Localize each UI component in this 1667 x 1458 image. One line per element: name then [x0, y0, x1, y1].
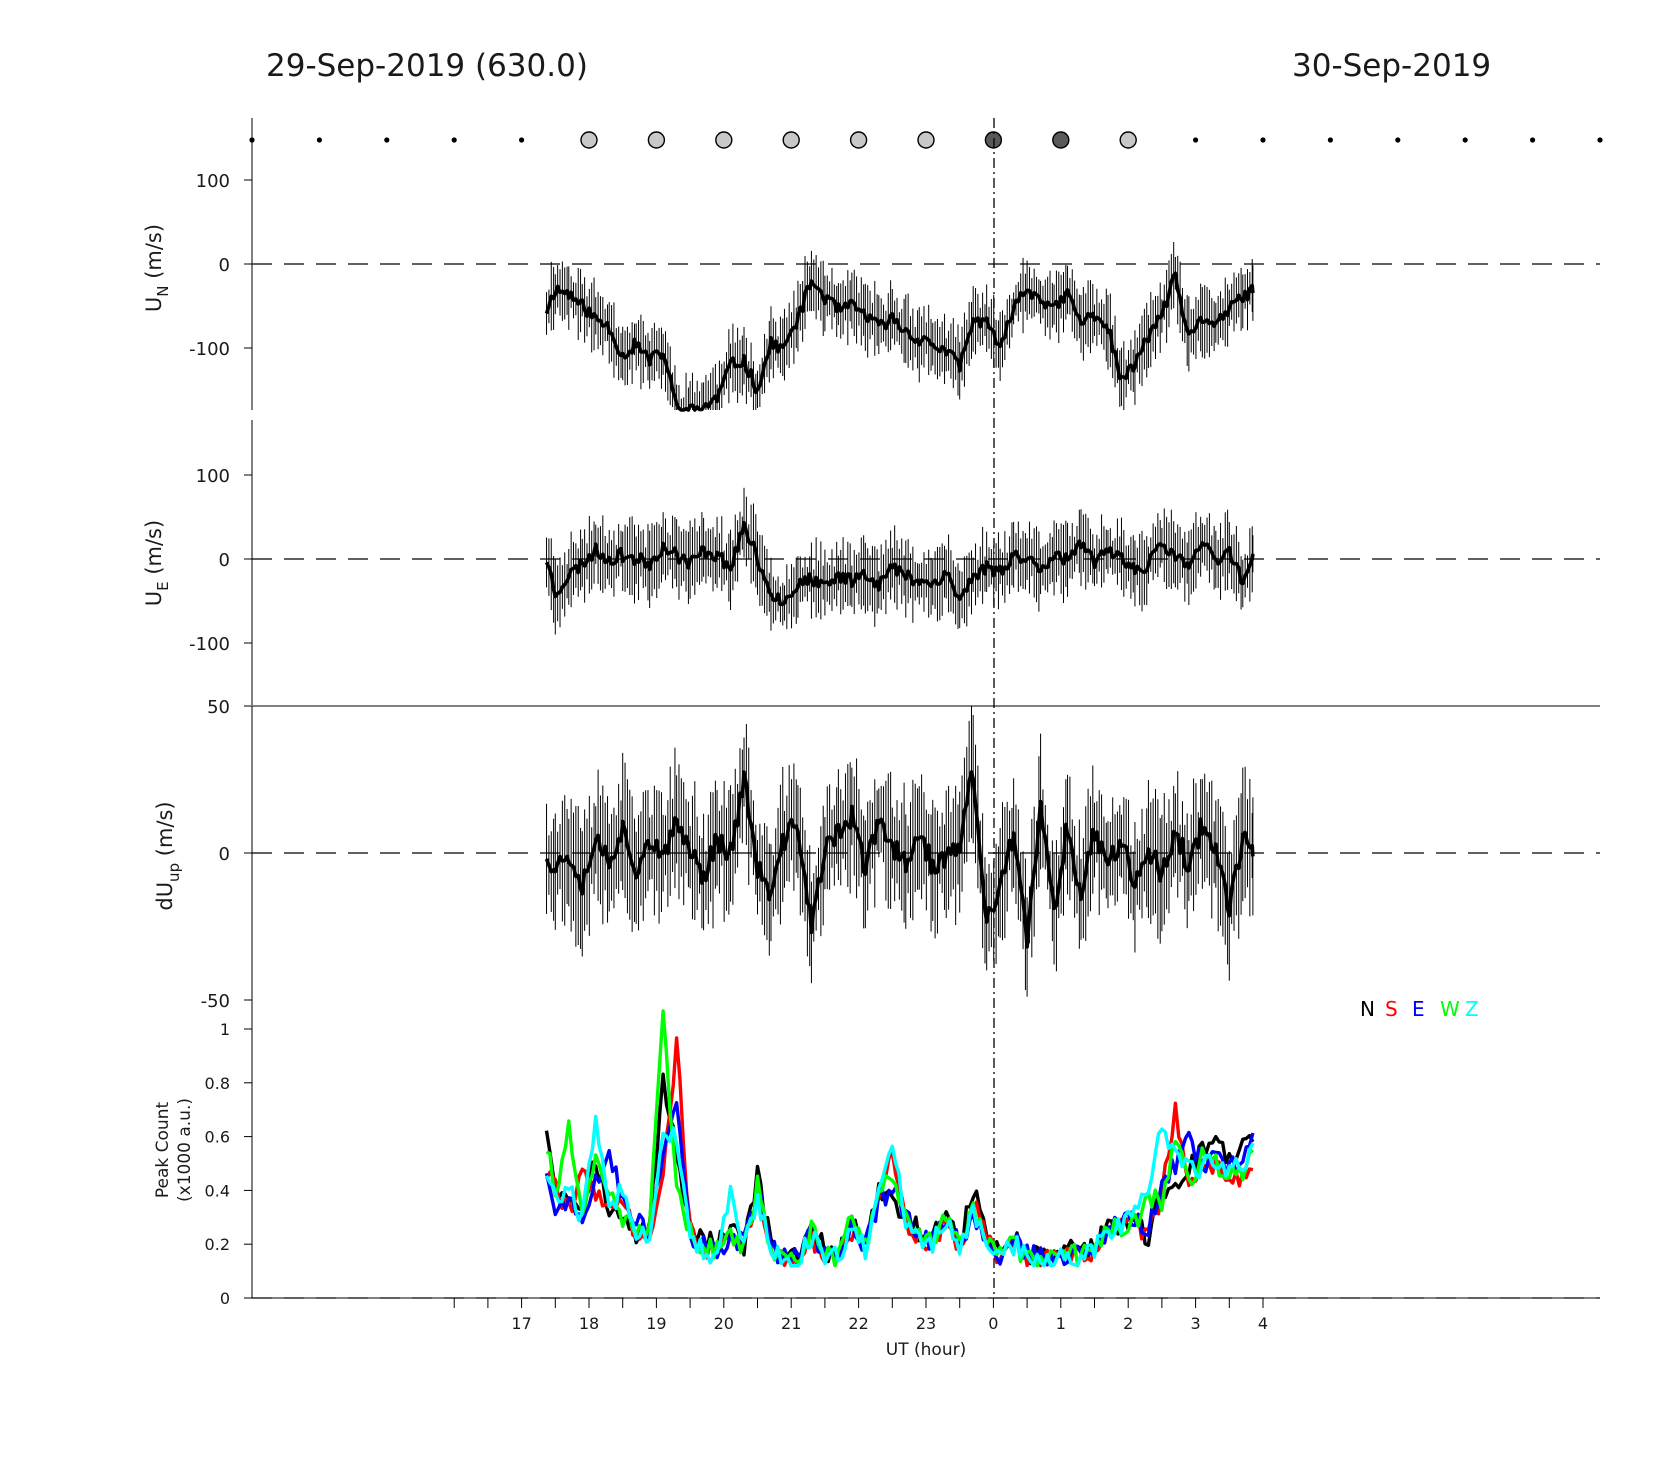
sky-dot-marker: [1597, 137, 1603, 143]
y-tick-label: 0.6: [205, 1128, 230, 1147]
sky-circle-marker: [782, 131, 800, 149]
y-tick-label: 0.4: [205, 1181, 230, 1200]
x-tick-label: 1: [1056, 1314, 1066, 1333]
sky-circle-marker: [1052, 131, 1070, 149]
y-tick-label: 0.8: [205, 1074, 230, 1093]
wind-series-line: [544, 520, 1255, 607]
peak-count-ylabel: Peak Count: [153, 1102, 173, 1199]
sky-circle-marker: [849, 131, 868, 149]
sky-circle-marker: [715, 131, 733, 149]
x-tick-label: 2: [1123, 1314, 1133, 1333]
sky-dot-marker: [1395, 137, 1401, 143]
x-tick-label: 17: [511, 1314, 531, 1333]
x-tick-label: 21: [781, 1314, 801, 1333]
y-tick-label: -100: [189, 634, 230, 655]
legend-n: N: [1360, 997, 1375, 1021]
y-tick-label: 0.2: [205, 1235, 230, 1254]
x-axis-label: UT (hour): [886, 1340, 966, 1360]
x-tick-label: 19: [646, 1314, 666, 1333]
y-tick-label: 0: [219, 255, 230, 276]
duup-panel: 50 0 -50: [201, 697, 1600, 1012]
x-tick-label: 23: [916, 1314, 936, 1333]
sky-condition-markers: [249, 131, 1603, 149]
sky-circle-marker: [917, 131, 935, 149]
sky-dot-marker: [1530, 137, 1536, 143]
left-title: 29-Sep-2019 (630.0): [266, 48, 588, 84]
sky-dot-marker: [1462, 137, 1468, 143]
peak-count-ylabel-unit: (x1000 a.u.): [175, 1098, 195, 1202]
y-tick-label: 1: [220, 1020, 230, 1039]
ue-ylabel: UE (m/s): [142, 520, 172, 606]
y-tick-label: -100: [189, 339, 230, 360]
x-tick-label: 22: [848, 1314, 868, 1333]
wind-series-line: [544, 271, 1255, 412]
x-tick-label: 0: [988, 1314, 998, 1333]
sky-dot-marker: [316, 137, 322, 143]
y-tick-label: 0: [219, 550, 230, 571]
sky-dot-marker: [1193, 137, 1199, 143]
wind-series-line: [544, 770, 1255, 949]
duup-ylabel: dUup (m/s): [153, 801, 183, 910]
y-tick-label: 0: [219, 844, 230, 865]
sky-dot-marker: [519, 137, 525, 143]
x-tick-label: 4: [1258, 1314, 1268, 1333]
legend: N S E W Z: [1360, 997, 1479, 1021]
y-tick-label: 100: [196, 466, 230, 487]
sky-circle-marker: [1119, 131, 1137, 149]
sky-circle-marker: [580, 131, 598, 149]
sky-dot-marker: [1260, 137, 1266, 143]
x-tick-label: 20: [714, 1314, 734, 1333]
sky-dot-marker: [451, 137, 457, 143]
legend-z: Z: [1465, 997, 1479, 1021]
sky-circle-marker: [647, 131, 666, 149]
legend-e: E: [1412, 997, 1425, 1021]
y-tick-label: 100: [196, 171, 230, 192]
peak-count-line-z: [544, 1114, 1255, 1268]
right-title: 30-Sep-2019: [1292, 48, 1491, 84]
legend-w: W: [1440, 997, 1460, 1021]
sky-dot-marker: [384, 137, 390, 143]
peak-count-line-w: [545, 1009, 1255, 1268]
x-tick-label: 18: [579, 1314, 599, 1333]
un-ylabel: UN (m/s): [142, 224, 172, 312]
legend-s: S: [1385, 997, 1398, 1021]
ue-panel: 100 0 -100: [189, 420, 1600, 705]
un-panel: 100 0 -100: [189, 118, 1600, 412]
x-tick-label: 3: [1191, 1314, 1201, 1333]
y-tick-label: -50: [201, 991, 230, 1012]
sky-dot-marker: [1327, 137, 1333, 143]
y-tick-label: 50: [207, 697, 230, 718]
y-tick-label: 0: [220, 1289, 230, 1308]
